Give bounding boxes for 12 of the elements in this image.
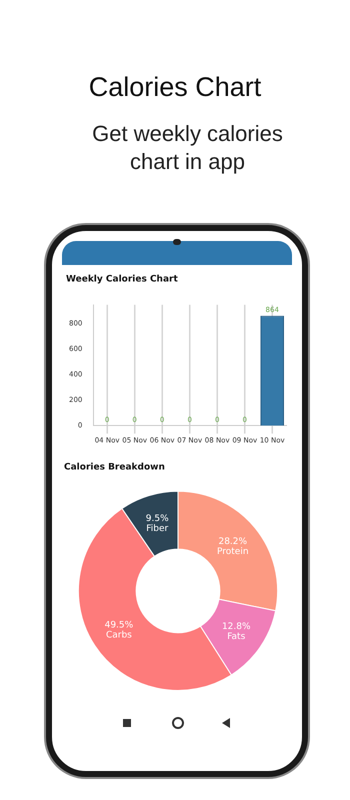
slice-label: Fiber — [146, 524, 168, 534]
text: Calories Chart — [88, 72, 262, 103]
data-label: 12.8% — [222, 622, 251, 632]
data-label: 9.5% — [146, 514, 170, 524]
text: Get weekly calories chart in app — [91, 120, 284, 176]
data-label: 49.5% — [104, 620, 134, 631]
data-label: 28.2% — [218, 537, 248, 548]
chart-title: Weekly Calories Chart — [66, 274, 178, 285]
slice-label: Carbs — [106, 630, 132, 641]
slice-label: Fats — [227, 632, 246, 642]
chart-title: Calories Breakdown — [64, 462, 165, 473]
slice-label: Protein — [216, 547, 249, 558]
